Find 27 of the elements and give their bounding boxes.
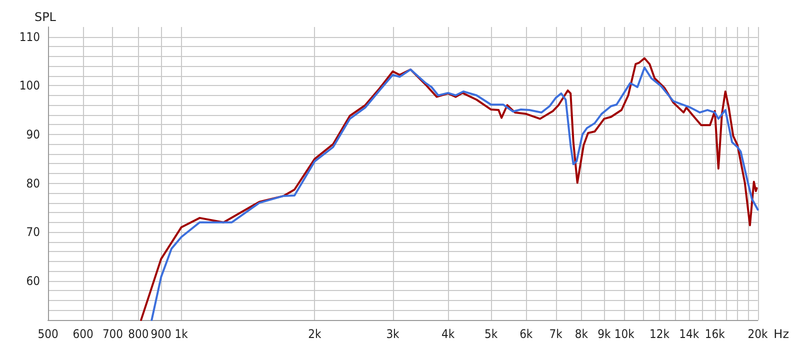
x-tick-label: 4k bbox=[442, 327, 456, 341]
x-tick-label: 3k bbox=[386, 327, 400, 341]
x-tick-label: 6k bbox=[520, 327, 534, 341]
x-tick-label: 16k bbox=[704, 327, 726, 341]
x-tick-label: 12k bbox=[649, 327, 670, 341]
y-tick-label: 70 bbox=[26, 225, 40, 240]
y-tick-label: 80 bbox=[26, 176, 40, 190]
x-tick-label: 1k bbox=[174, 327, 189, 341]
x-tick-label: 8k bbox=[574, 327, 589, 341]
x-tick-label: 800 bbox=[128, 327, 149, 341]
y-tick-label: 60 bbox=[26, 274, 40, 288]
x-tick-label: 14k bbox=[679, 327, 700, 341]
x-tick-label: 2k bbox=[308, 327, 322, 341]
x-axis-title: Hz bbox=[774, 327, 790, 341]
y-tick-label: 110 bbox=[19, 30, 40, 44]
x-tick-label: 600 bbox=[72, 327, 94, 341]
x-tick-label: 700 bbox=[102, 327, 124, 341]
x-tick-label: 9k bbox=[598, 327, 612, 341]
x-tick-label: 20k bbox=[748, 327, 769, 341]
y-tick-label: 90 bbox=[26, 127, 40, 142]
x-tick-label: 900 bbox=[150, 327, 172, 341]
y-axis-title: SPL bbox=[34, 10, 56, 24]
x-tick-label: 500 bbox=[38, 327, 58, 341]
x-tick-label: 7k bbox=[549, 327, 564, 341]
y-tick-label: 100 bbox=[19, 78, 40, 93]
x-tick-label: 5k bbox=[484, 327, 498, 341]
x-tick-label: 10k bbox=[614, 327, 636, 341]
